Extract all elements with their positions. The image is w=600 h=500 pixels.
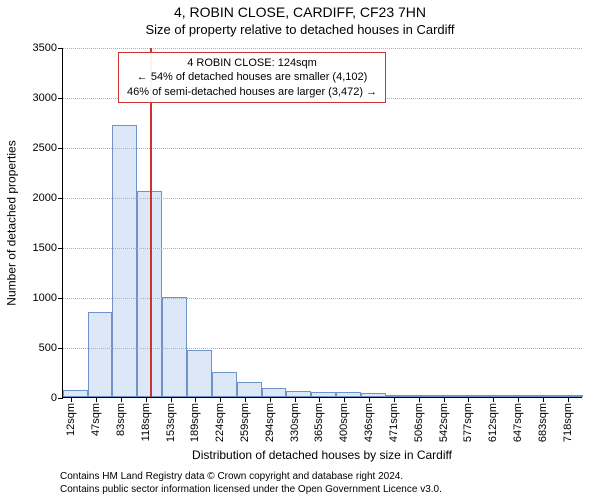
y-tick-mark — [58, 348, 63, 349]
x-tick-mark — [468, 397, 469, 402]
x-tick-label: 47sqm — [90, 403, 102, 436]
x-tick-label: 542sqm — [438, 403, 450, 442]
histogram-bar — [63, 390, 88, 397]
x-tick-mark — [146, 397, 147, 402]
footer-line1: Contains HM Land Registry data © Crown c… — [60, 471, 590, 484]
x-tick-label: 83sqm — [115, 403, 127, 436]
x-axis-label: Distribution of detached houses by size … — [62, 448, 582, 462]
x-tick-mark — [518, 397, 519, 402]
gridline — [63, 48, 582, 49]
x-tick-mark — [369, 397, 370, 402]
x-tick-mark — [394, 397, 395, 402]
y-tick-label: 2000 — [33, 192, 57, 204]
footer-attribution: Contains HM Land Registry data © Crown c… — [60, 471, 590, 496]
y-tick-label: 3000 — [33, 92, 57, 104]
chart-title: 4, ROBIN CLOSE, CARDIFF, CF23 7HN — [0, 4, 600, 20]
x-tick-mark — [245, 397, 246, 402]
x-tick-label: 224sqm — [214, 403, 226, 442]
histogram-bar — [485, 395, 510, 397]
x-tick-label: 647sqm — [512, 403, 524, 442]
histogram-bar — [559, 395, 583, 397]
histogram-bar — [435, 395, 460, 397]
x-tick-mark — [344, 397, 345, 402]
x-tick-mark — [295, 397, 296, 402]
x-tick-mark — [543, 397, 544, 402]
x-tick-label: 577sqm — [462, 403, 474, 442]
x-tick-label: 294sqm — [264, 403, 276, 442]
histogram-bar — [112, 125, 137, 397]
gridline — [63, 298, 582, 299]
histogram-bar — [212, 372, 237, 397]
y-tick-mark — [58, 398, 63, 399]
y-tick-mark — [58, 198, 63, 199]
y-tick-label: 1500 — [33, 242, 57, 254]
x-tick-mark — [96, 397, 97, 402]
histogram-bar — [535, 395, 560, 397]
histogram-bar — [311, 392, 336, 398]
y-tick-label: 0 — [51, 392, 57, 404]
annotation-line1: 4 ROBIN CLOSE: 124sqm — [127, 56, 377, 70]
y-tick-mark — [58, 148, 63, 149]
gridline — [63, 198, 582, 199]
x-tick-label: 471sqm — [388, 403, 400, 442]
histogram-bar — [361, 393, 386, 398]
annotation-line2: ← 54% of detached houses are smaller (4,… — [127, 70, 377, 84]
histogram-bar — [410, 395, 435, 397]
histogram-bar — [262, 388, 287, 397]
y-tick-mark — [58, 48, 63, 49]
x-tick-label: 189sqm — [189, 403, 201, 442]
histogram-bar — [88, 312, 113, 397]
annotation-box: 4 ROBIN CLOSE: 124sqm ← 54% of detached … — [118, 52, 386, 103]
x-tick-mark — [568, 397, 569, 402]
x-tick-mark — [270, 397, 271, 402]
x-tick-mark — [319, 397, 320, 402]
y-tick-label: 1000 — [33, 292, 57, 304]
x-tick-label: 153sqm — [165, 403, 177, 442]
y-tick-label: 3500 — [33, 42, 57, 54]
x-tick-mark — [220, 397, 221, 402]
x-tick-label: 683sqm — [537, 403, 549, 442]
histogram-bar — [286, 391, 311, 397]
histogram-bar — [237, 382, 262, 397]
x-tick-label: 400sqm — [338, 403, 350, 442]
x-tick-label: 718sqm — [562, 403, 574, 442]
chart-container: 4, ROBIN CLOSE, CARDIFF, CF23 7HN Size o… — [0, 0, 600, 500]
histogram-bar — [510, 395, 535, 397]
histogram-bar — [336, 392, 361, 397]
x-tick-label: 118sqm — [140, 403, 152, 441]
y-tick-mark — [58, 298, 63, 299]
x-tick-mark — [195, 397, 196, 402]
plot-axes: 0500100015002000250030003500 12sqm47sqm8… — [62, 48, 582, 398]
gridline — [63, 248, 582, 249]
histogram-bar — [460, 395, 485, 397]
annotation-line3: 46% of semi-detached houses are larger (… — [127, 85, 377, 99]
histogram-bar — [187, 350, 212, 397]
chart-subtitle: Size of property relative to detached ho… — [0, 22, 600, 37]
x-tick-mark — [121, 397, 122, 402]
x-tick-mark — [493, 397, 494, 402]
x-tick-mark — [171, 397, 172, 402]
histogram-bar — [386, 395, 411, 397]
x-tick-label: 436sqm — [363, 403, 375, 442]
y-tick-mark — [58, 98, 63, 99]
x-tick-mark — [71, 397, 72, 402]
x-tick-mark — [444, 397, 445, 402]
gridline — [63, 148, 582, 149]
histogram-bar — [162, 297, 187, 397]
x-tick-label: 12sqm — [65, 403, 77, 436]
y-tick-label: 500 — [39, 342, 57, 354]
y-tick-label: 2500 — [33, 142, 57, 154]
y-tick-mark — [58, 248, 63, 249]
gridline — [63, 348, 582, 349]
x-tick-mark — [419, 397, 420, 402]
x-tick-label: 330sqm — [289, 403, 301, 442]
plot-area: 0500100015002000250030003500 12sqm47sqm8… — [62, 48, 582, 398]
x-tick-label: 506sqm — [413, 403, 425, 442]
x-tick-label: 365sqm — [313, 403, 325, 442]
x-tick-label: 612sqm — [487, 403, 499, 442]
footer-line2: Contains public sector information licen… — [60, 484, 590, 497]
x-tick-label: 259sqm — [239, 403, 251, 442]
